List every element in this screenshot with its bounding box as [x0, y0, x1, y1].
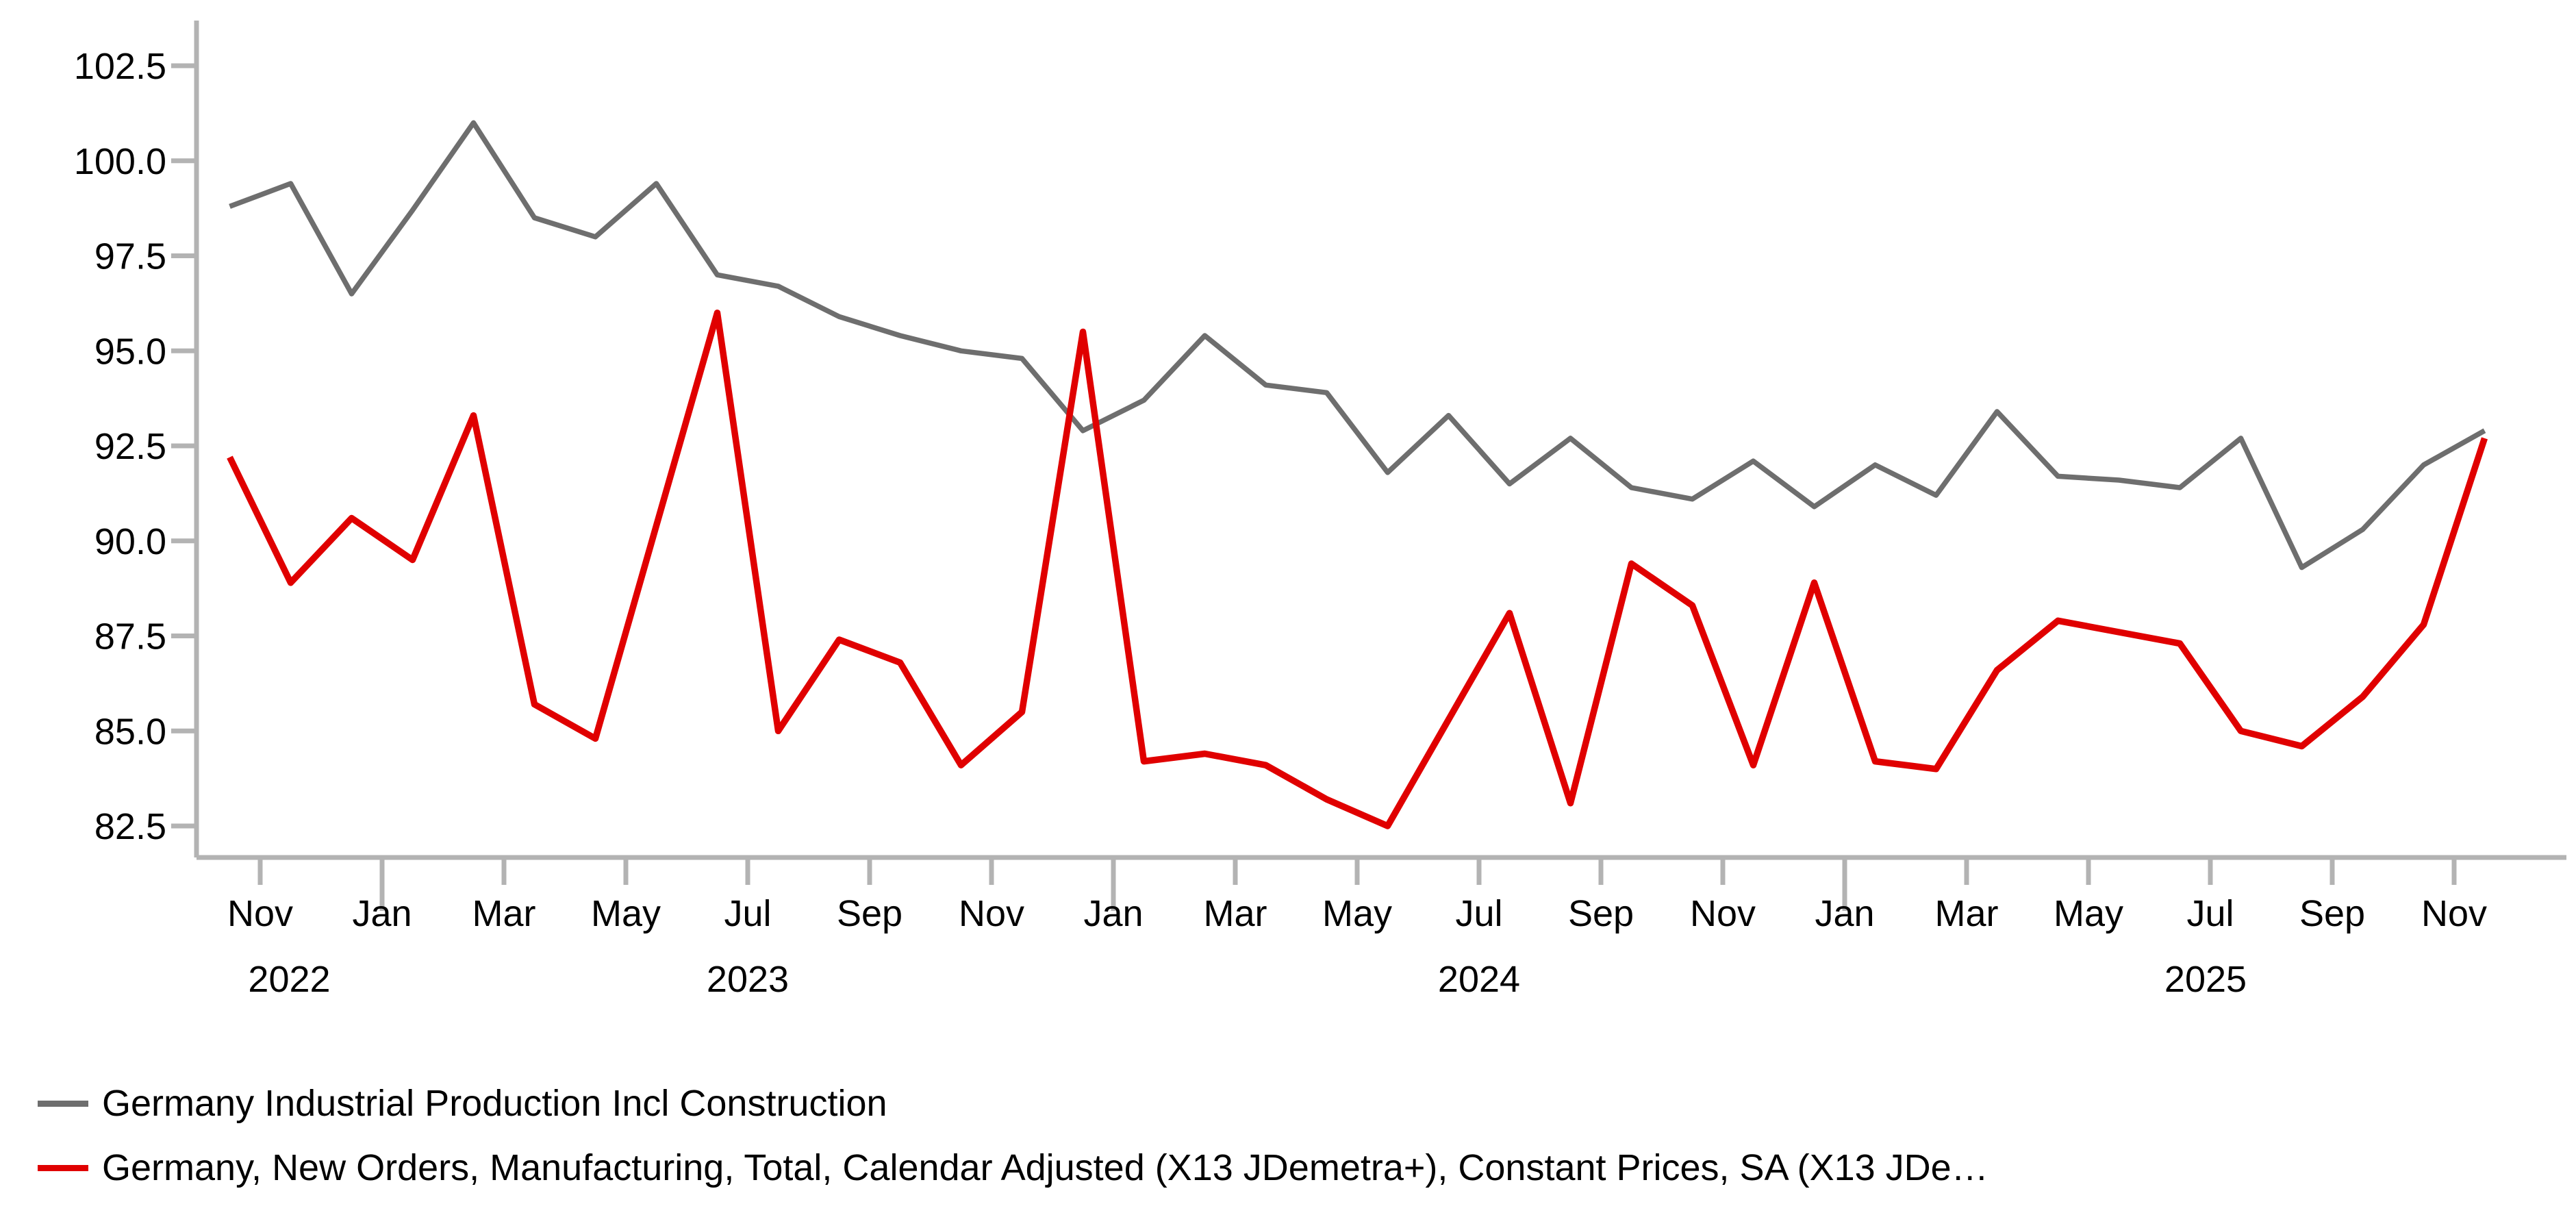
legend: Germany Industrial Production Incl Const…: [38, 1083, 1988, 1212]
y-tick-label: 97.5: [94, 236, 166, 277]
x-tick-label: Nov: [1690, 893, 1756, 934]
y-tick-label: 87.5: [94, 616, 166, 657]
x-tick-label: Nov: [2421, 893, 2487, 934]
x-tick-label: Mar: [472, 893, 536, 934]
legend-item-new-orders: Germany, New Orders, Manufacturing, Tota…: [38, 1148, 1988, 1188]
x-tick-label: Mar: [1935, 893, 1999, 934]
x-tick-label: Jan: [1815, 893, 1874, 934]
x-tick-label: Sep: [2299, 893, 2365, 934]
x-tick-label: May: [591, 893, 661, 934]
x-tick-label: Jul: [724, 893, 771, 934]
x-tick-label: May: [2054, 893, 2123, 934]
y-tick-label: 90.0: [94, 521, 166, 562]
y-tick-label: 85.0: [94, 711, 166, 752]
chart-area: 102.5 100.0 97.5 95.0 92.5 90.0 87.5 85.0 82.5 No…: [74, 21, 2566, 1000]
x-tick-label: Jan: [1083, 893, 1143, 934]
y-tick-label: 95.0: [94, 331, 166, 372]
y-tick-label: 92.5: [94, 426, 166, 467]
x-axis-year-label: 2024: [1438, 959, 1520, 1000]
y-tick-label: 102.5: [74, 46, 166, 87]
x-tick-label: Mar: [1204, 893, 1267, 934]
x-tick-label: Nov: [227, 893, 293, 934]
x-axis-year-label: 2025: [2164, 959, 2247, 1000]
series-line-industrial-production: [229, 120, 2486, 571]
x-tick-label: Sep: [837, 893, 902, 934]
legend-item-industrial-production: Germany Industrial Production Incl Const…: [38, 1083, 1988, 1123]
y-tick-label: 100.0: [74, 141, 166, 182]
x-tick-label: Nov: [959, 893, 1024, 934]
legend-swatch-red-line: [38, 1164, 88, 1171]
x-tick-label: Sep: [1568, 893, 1634, 934]
x-tick-label: Jan: [352, 893, 412, 934]
x-tick-label: May: [1322, 893, 1392, 934]
x-tick-label: Jul: [2186, 893, 2234, 934]
legend-label-new-orders: Germany, New Orders, Manufacturing, Tota…: [102, 1147, 1988, 1188]
x-axis-year-label: 2023: [707, 959, 789, 1000]
legend-swatch-gray-line: [38, 1100, 88, 1107]
x-axis-year-label: 2022: [248, 959, 330, 1000]
x-tick-label: Jul: [1455, 893, 1502, 934]
line-chart: 102.5 100.0 97.5 95.0 92.5 90.0 87.5 85.0 82.5 No…: [74, 21, 2566, 1000]
y-tick-label: 82.5: [94, 806, 166, 847]
legend-label-industrial-production: Germany Industrial Production Incl Const…: [102, 1083, 887, 1124]
series-line-new-orders: [227, 310, 2488, 829]
